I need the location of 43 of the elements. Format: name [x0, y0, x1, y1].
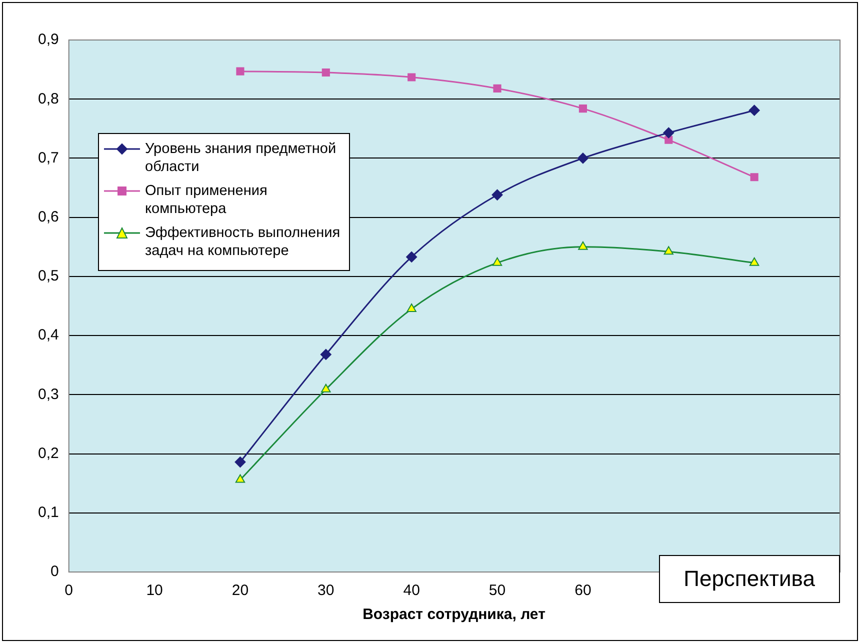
point — [748, 104, 760, 116]
y-tick-label: 0,8 — [38, 90, 59, 108]
annotation: Перспектива — [658, 555, 840, 603]
y-tick-label: 0,5 — [38, 268, 59, 285]
point — [320, 348, 332, 360]
point — [749, 257, 760, 266]
x-axis-title: Возраст сотрудника, лет — [362, 606, 546, 623]
y-tick-label: 0,7 — [38, 149, 59, 166]
point — [750, 173, 758, 182]
point — [577, 152, 588, 164]
x-tick-label: 10 — [146, 582, 163, 600]
point — [408, 73, 416, 82]
x-tick-label: 0 — [64, 582, 74, 600]
point — [578, 104, 587, 113]
y-tick-label: 0,3 — [38, 386, 59, 403]
point — [236, 67, 244, 76]
point — [235, 474, 246, 483]
legend-label: Уровень знания предметной области — [145, 140, 338, 176]
y-tick-label: 0 — [50, 563, 59, 580]
point — [492, 189, 503, 200]
point — [322, 68, 330, 77]
point — [321, 384, 331, 392]
point — [234, 456, 246, 468]
y-tick-label: 0,1 — [38, 504, 59, 522]
point — [406, 303, 416, 312]
x-tick-label: 50 — [488, 582, 506, 600]
point — [406, 251, 418, 262]
point — [578, 241, 588, 250]
x-tick-label: 60 — [574, 582, 592, 600]
legend-label: Опыт применения компьютера — [145, 182, 268, 218]
point — [663, 127, 674, 138]
y-tick-label: 0,2 — [38, 444, 59, 462]
point — [492, 257, 502, 266]
x-tick-label: 20 — [232, 582, 249, 600]
point — [493, 84, 502, 93]
point — [664, 136, 673, 144]
y-tick-label: 0,6 — [38, 208, 59, 226]
point — [664, 246, 674, 255]
y-tick-label: 0,9 — [38, 31, 59, 48]
y-tick-label: 0,4 — [38, 326, 59, 344]
legend-label: Эффективность выполнения задач на компьютере — [145, 224, 342, 260]
x-tick-label: 30 — [318, 582, 334, 600]
x-tick-label: 40 — [403, 582, 420, 600]
